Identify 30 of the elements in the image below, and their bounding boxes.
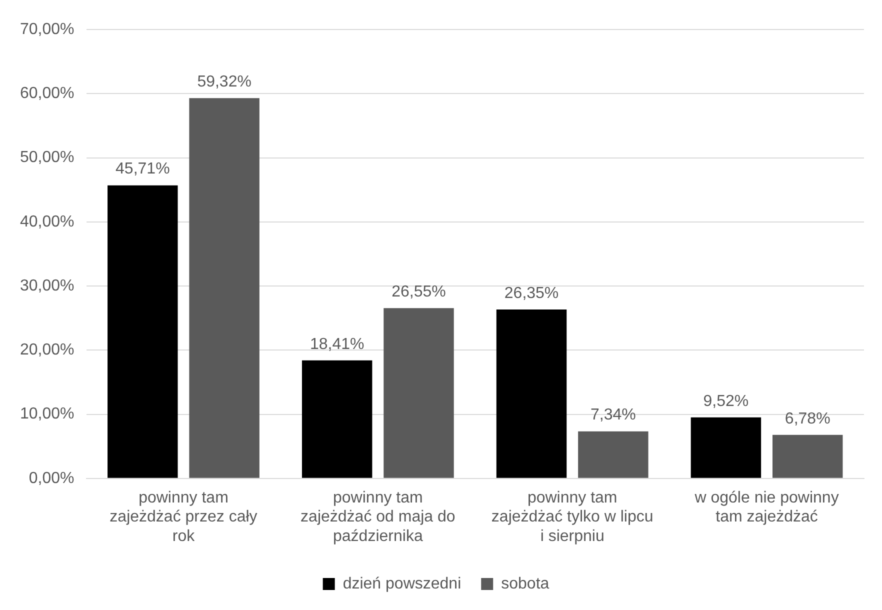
x-tick-label: powinny tam zajeżdżać od maja do października xyxy=(300,489,456,545)
bar xyxy=(302,360,372,478)
x-tick-label: w ogóle nie powinny tam zajeżdżać xyxy=(694,489,839,526)
data-label: 18,41% xyxy=(310,336,364,353)
y-tick-label: 50,00% xyxy=(20,149,74,166)
y-tick-label: 20,00% xyxy=(20,342,74,359)
bar xyxy=(690,417,762,478)
legend-label: sobota xyxy=(501,575,550,592)
y-tick-label: 30,00% xyxy=(20,277,74,294)
bar xyxy=(772,434,843,478)
bar xyxy=(189,98,260,478)
y-tick-label: 70,00% xyxy=(20,21,74,38)
data-label: 59,32% xyxy=(197,73,252,90)
x-tick-label: powinny tam zajeżdżać tylko w lipcu i sierpniu xyxy=(491,489,654,545)
data-label: 26,35% xyxy=(504,284,559,302)
data-label: 45,71% xyxy=(116,160,170,178)
data-label: 6,78% xyxy=(784,410,830,428)
legend-label: dzień powszedni xyxy=(342,575,462,592)
y-tick-label: 0,00% xyxy=(28,470,74,487)
bar xyxy=(578,431,648,478)
data-label: 26,55% xyxy=(392,284,446,301)
x-tick-label: powinny tam zajeżdżać przez cały rok xyxy=(110,489,258,545)
y-tick-label: 40,00% xyxy=(20,213,74,230)
bar xyxy=(108,185,178,478)
bar xyxy=(496,309,567,478)
y-tick-label: 10,00% xyxy=(20,406,74,423)
bar xyxy=(384,308,454,478)
y-tick-label: 60,00% xyxy=(20,85,74,102)
data-label: 9,52% xyxy=(703,392,749,410)
data-label: 7,34% xyxy=(590,406,636,424)
